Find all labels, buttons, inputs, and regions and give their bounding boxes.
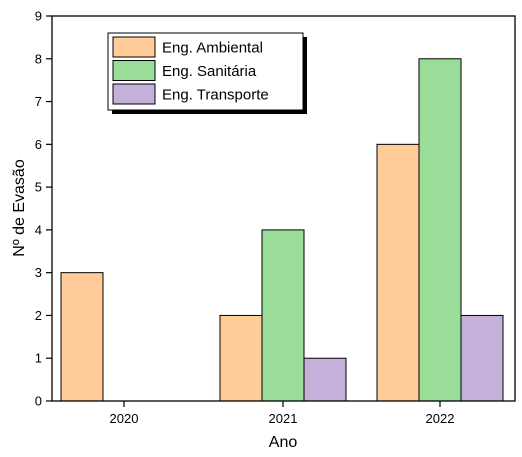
bar-eng-transporte-2021	[303, 357, 347, 402]
legend-swatch	[112, 83, 156, 105]
y-tick-label: 9	[35, 9, 42, 24]
bar-eng-ambiental-2022	[376, 143, 420, 402]
y-axis-title: Nº de Evasão	[11, 159, 28, 257]
legend-label: Eng. Ambiental	[162, 40, 263, 57]
legend: Eng. Ambiental Eng. Sanitária Eng. Transpo…	[107, 32, 307, 114]
x-tick-label: 2020	[110, 411, 139, 426]
legend-label: Eng. Sanitária	[162, 63, 257, 80]
bar-eng-sanit-ria-2022	[418, 58, 462, 402]
x-tick-label: 2022	[426, 411, 455, 426]
y-tick-label: 2	[35, 308, 42, 323]
x-tick-label: 2021	[269, 411, 298, 426]
bar-eng-transporte-2022	[460, 314, 504, 402]
bar-eng-sanit-ria-2021	[261, 229, 305, 402]
y-axis-ticks: 0 1 2 3 4 5 6 7 8 9	[35, 9, 52, 409]
y-tick-label: 3	[35, 265, 42, 280]
y-tick-label: 1	[35, 351, 42, 366]
legend-swatch	[112, 36, 156, 58]
y-tick-label: 4	[35, 222, 42, 237]
bar-eng-ambiental-2021	[219, 314, 263, 402]
y-tick-label: 0	[35, 394, 42, 409]
y-tick-label: 5	[35, 180, 42, 195]
y-tick-label: 6	[35, 137, 42, 152]
y-tick-label: 7	[35, 94, 42, 109]
legend-swatch	[112, 60, 156, 81]
y-tick-label: 8	[35, 51, 42, 66]
bar-eng-ambiental-2020	[60, 272, 104, 402]
bars-group	[60, 58, 504, 402]
x-axis-ticks: 2020 2021 2022	[110, 401, 455, 426]
legend-label: Eng. Transporte	[162, 87, 269, 104]
x-axis-title: Ano	[269, 434, 298, 451]
